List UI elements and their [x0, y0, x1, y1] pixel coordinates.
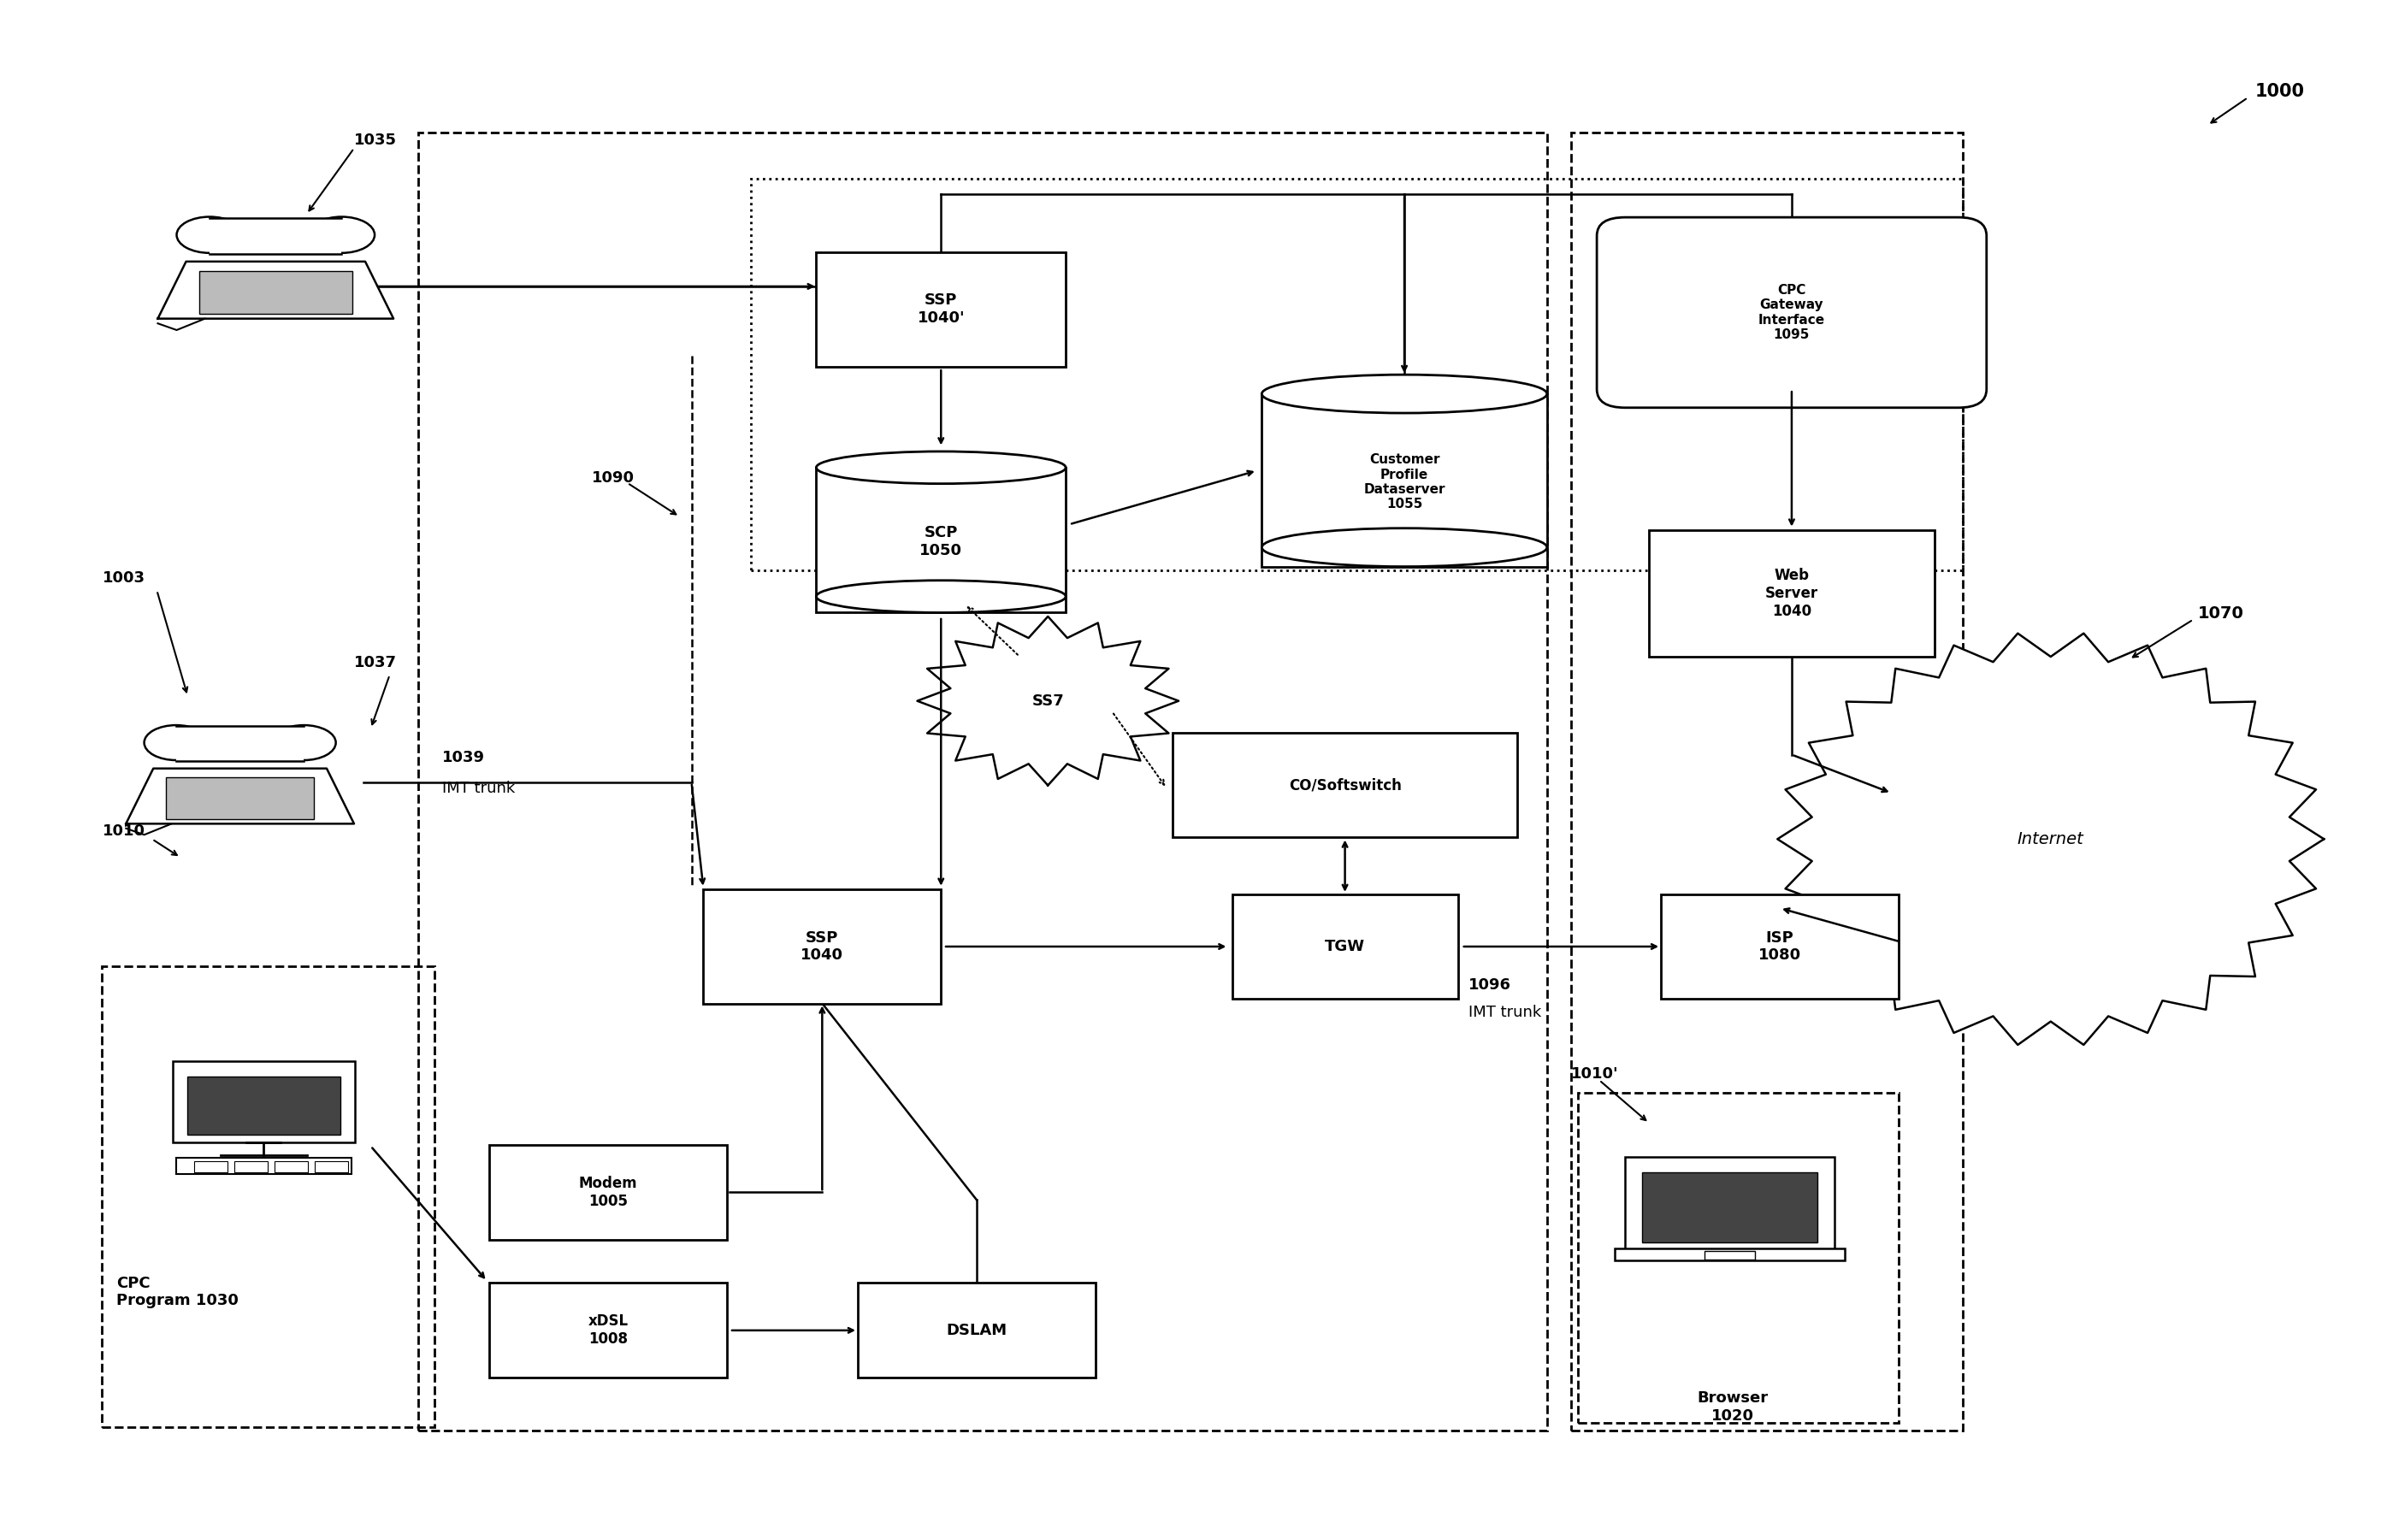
- Ellipse shape: [145, 725, 207, 761]
- Text: DSLAM: DSLAM: [945, 1323, 1007, 1338]
- Text: 1037: 1037: [355, 654, 398, 670]
- Text: ISP
1080: ISP 1080: [1760, 930, 1802, 962]
- Ellipse shape: [1262, 528, 1548, 567]
- Ellipse shape: [817, 451, 1067, 484]
- Bar: [1571, 132, 1962, 1431]
- Bar: [1174, 733, 1517, 838]
- Text: 1010: 1010: [102, 824, 145, 839]
- Bar: [200, 271, 352, 314]
- Bar: [857, 1283, 1095, 1378]
- Bar: [1579, 1092, 1898, 1423]
- Bar: [102, 967, 436, 1428]
- Bar: [1662, 895, 1898, 999]
- Polygon shape: [157, 262, 393, 319]
- Polygon shape: [917, 616, 1179, 785]
- Bar: [188, 1076, 340, 1135]
- Bar: [1705, 1250, 1755, 1260]
- Bar: [195, 1161, 226, 1172]
- Text: Modem
1005: Modem 1005: [579, 1175, 638, 1209]
- FancyBboxPatch shape: [1598, 217, 1986, 408]
- Text: Internet: Internet: [2017, 832, 2083, 847]
- Bar: [817, 253, 1067, 367]
- Text: 1003: 1003: [102, 570, 145, 585]
- Text: xDSL
1008: xDSL 1008: [588, 1314, 629, 1348]
- Text: 1039: 1039: [443, 750, 486, 765]
- Ellipse shape: [271, 725, 336, 761]
- Bar: [817, 468, 1067, 613]
- Ellipse shape: [176, 217, 243, 253]
- Bar: [490, 1283, 726, 1378]
- Bar: [1650, 530, 1933, 656]
- Text: 1010': 1010': [1571, 1066, 1619, 1081]
- Text: 1035: 1035: [355, 132, 398, 148]
- Bar: [1626, 1157, 1833, 1249]
- Bar: [274, 1161, 307, 1172]
- Text: 1090: 1090: [593, 471, 633, 487]
- Text: IMT trunk: IMT trunk: [443, 781, 514, 796]
- Text: CPC
Gateway
Interface
1095: CPC Gateway Interface 1095: [1757, 283, 1826, 342]
- Ellipse shape: [1262, 374, 1548, 413]
- Text: Web
Server
1040: Web Server 1040: [1764, 568, 1819, 619]
- Bar: [314, 1161, 348, 1172]
- Text: TGW: TGW: [1324, 939, 1364, 955]
- Text: SCP
1050: SCP 1050: [919, 525, 962, 559]
- Text: CPC
Program 1030: CPC Program 1030: [117, 1275, 238, 1309]
- Ellipse shape: [310, 217, 374, 253]
- Text: CO/Softswitch: CO/Softswitch: [1288, 778, 1402, 793]
- Bar: [167, 778, 314, 819]
- Polygon shape: [210, 217, 340, 254]
- Bar: [750, 179, 1962, 570]
- Text: SS7: SS7: [1031, 693, 1064, 708]
- Bar: [1262, 394, 1548, 567]
- Bar: [419, 132, 1548, 1431]
- Polygon shape: [176, 725, 305, 761]
- Text: 1070: 1070: [2198, 605, 2245, 622]
- Text: SSP
1040: SSP 1040: [800, 930, 843, 962]
- Bar: [176, 1158, 352, 1173]
- Ellipse shape: [817, 581, 1067, 613]
- Text: Customer
Profile
Dataserver
1055: Customer Profile Dataserver 1055: [1364, 453, 1445, 511]
- Text: 1096: 1096: [1469, 978, 1512, 993]
- Text: 1000: 1000: [2255, 83, 2305, 100]
- Polygon shape: [126, 768, 355, 824]
- Bar: [1231, 895, 1457, 999]
- Bar: [490, 1144, 726, 1240]
- Bar: [1614, 1249, 1845, 1260]
- Text: Browser
1020: Browser 1020: [1698, 1391, 1767, 1423]
- Bar: [236, 1161, 267, 1172]
- Polygon shape: [1779, 633, 2324, 1044]
- Bar: [171, 1061, 355, 1143]
- Text: SSP
1040': SSP 1040': [917, 293, 964, 326]
- Text: IMT trunk: IMT trunk: [1469, 1006, 1541, 1021]
- Bar: [702, 889, 940, 1004]
- Bar: [1643, 1172, 1817, 1243]
